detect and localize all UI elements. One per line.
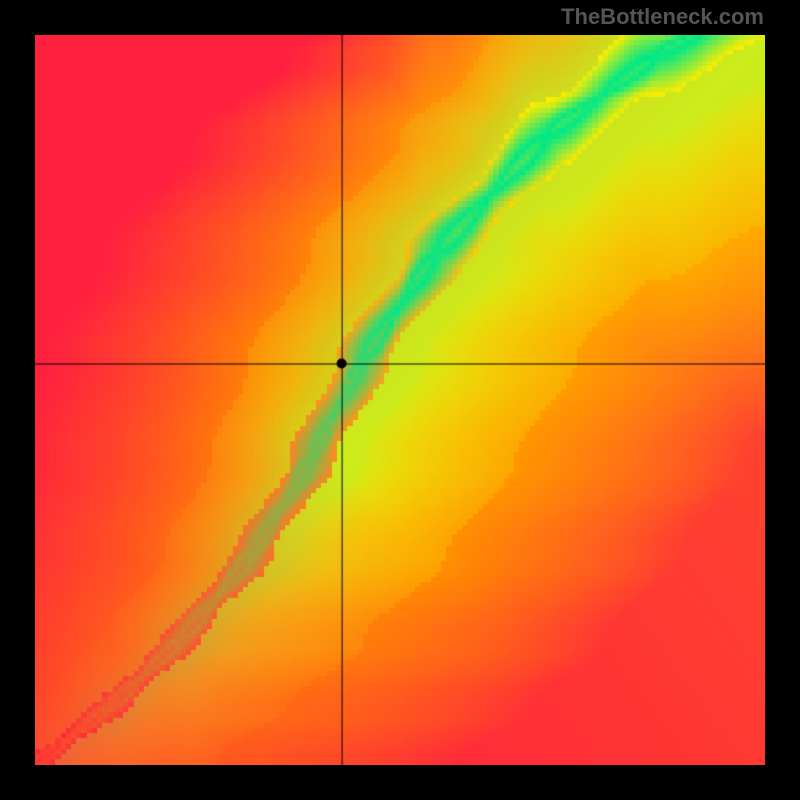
chart-container: TheBottleneck.com <box>0 0 800 800</box>
bottleneck-heatmap <box>35 35 765 765</box>
watermark-text: TheBottleneck.com <box>561 4 764 30</box>
